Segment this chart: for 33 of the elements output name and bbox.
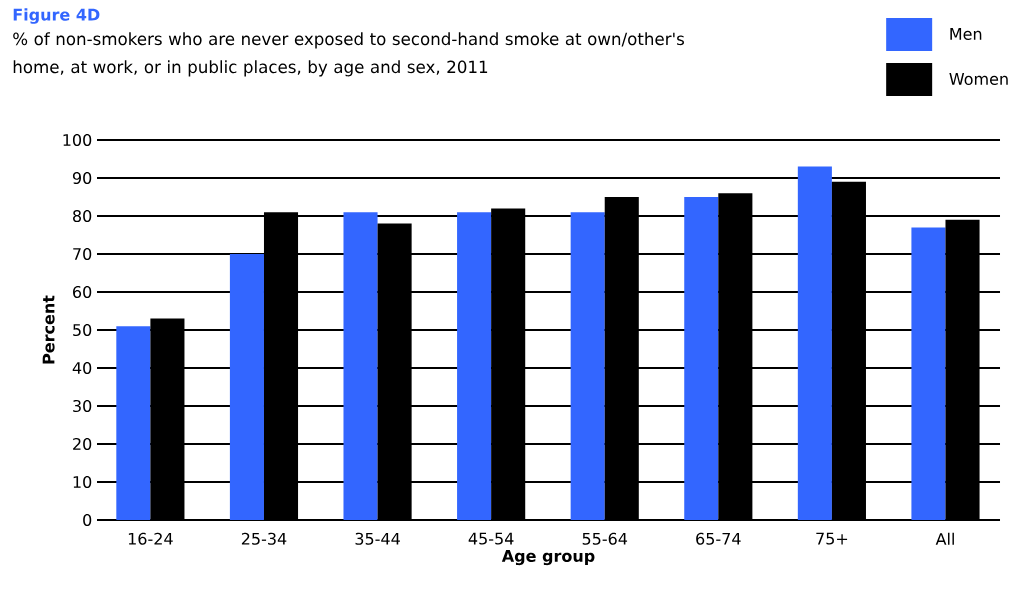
bar [116,326,151,520]
y-tick-label: 10 [73,475,92,489]
x-tick-label: 25-34 [241,532,287,545]
x-tick-label: 65-74 [696,532,741,545]
legend-label: Men [950,28,982,40]
y-tick-label: 70 [73,247,92,261]
x-tick-label: 35-44 [355,532,400,545]
x-tick-label: 55-64 [582,532,628,545]
chart-subtitle: % of non-smokers who are never exposed to second-hand smoke at own/other's home, at work, or in public places, by age and sex, 2011 [13,32,684,77]
bar [684,197,719,520]
y-tick-label: 80 [73,209,92,223]
x-axis-title: Age group [501,550,595,566]
bar [343,212,378,520]
bar [911,227,946,520]
y-tick-label: 30 [73,399,92,413]
y-tick-label: 90 [72,171,92,185]
y-tick-label: 100 [63,133,92,147]
x-tick-label: 45-54 [468,532,514,545]
y-tick-label: 60 [73,285,92,299]
bar [229,254,264,520]
bar [457,212,492,520]
bar [570,212,605,520]
y-tick-label: 20 [73,437,92,451]
y-tick-label: 0 [83,513,92,527]
x-tick-label: 75+ [816,532,848,545]
bar [797,166,832,520]
chart-title: Figure 4D [13,8,100,24]
legend-label: Women [949,73,1008,85]
y-tick-label: 40 [72,361,92,375]
x-tick-label: 16-24 [128,532,173,545]
y-axis-title: Percent [42,295,55,364]
y-tick-label: 50 [73,323,92,337]
x-tick-label: All [935,532,954,545]
